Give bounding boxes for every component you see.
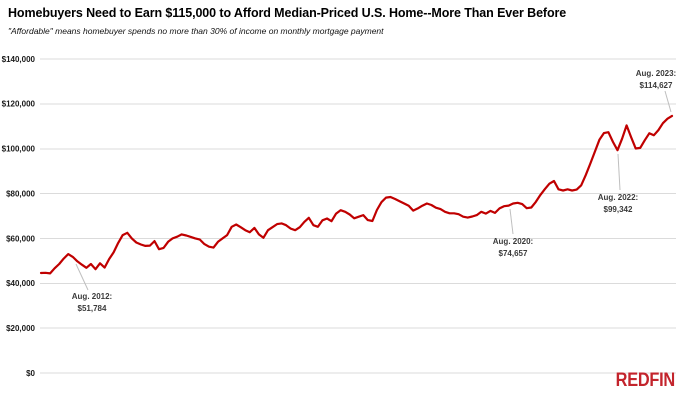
y-axis-tick-label: $20,000 — [6, 324, 35, 333]
income-needed-line — [39, 114, 674, 275]
annotation-leader-line — [75, 263, 89, 291]
redfin-logo: REDFIN — [615, 370, 676, 391]
y-axis-tick-label: $0 — [26, 369, 35, 378]
annotation-leader-line — [617, 153, 621, 191]
annotation-leader-line — [664, 90, 672, 113]
chart-subtitle: "Affordable" means homebuyer spends no m… — [8, 26, 384, 36]
y-axis-tick-label: $60,000 — [6, 234, 35, 243]
y-axis-tick-label: $100,000 — [2, 145, 36, 154]
y-axis-tick-label: $40,000 — [6, 279, 35, 288]
y-axis-tick-label: $80,000 — [6, 189, 35, 198]
chart-title: Homebuyers Need to Earn $115,000 to Affo… — [8, 6, 567, 20]
y-axis-tick-label: $120,000 — [2, 100, 36, 109]
y-axis-tick-label: $140,000 — [2, 55, 36, 64]
annotation-leader-line — [509, 208, 514, 235]
